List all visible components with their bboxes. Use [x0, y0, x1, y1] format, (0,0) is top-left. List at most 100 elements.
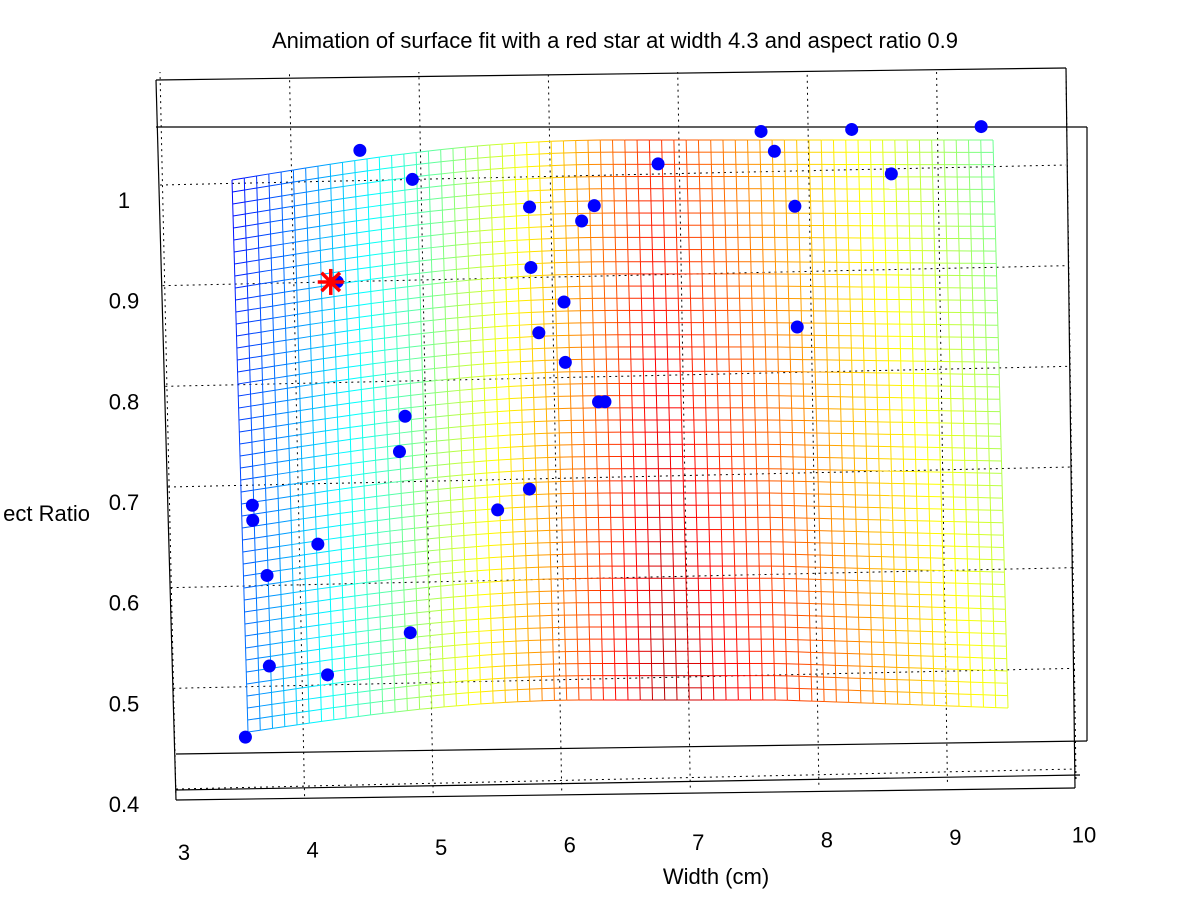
mesh-line — [329, 585, 343, 588]
mesh-line — [380, 614, 393, 618]
mesh-line — [492, 252, 506, 255]
mesh-line — [244, 199, 258, 203]
mesh-line — [460, 412, 473, 416]
mesh-line — [391, 577, 404, 580]
axis-line — [155, 79, 177, 801]
mesh-line — [391, 601, 405, 604]
mesh-line — [269, 195, 282, 199]
mesh-line — [403, 151, 417, 155]
mesh-line — [490, 179, 504, 182]
mesh-line — [265, 473, 278, 477]
mesh-line — [438, 499, 451, 502]
mesh-line — [403, 563, 416, 567]
mesh-line — [332, 657, 345, 661]
mesh-line — [372, 337, 385, 341]
mesh-line — [296, 275, 309, 279]
mesh-line — [309, 310, 323, 313]
mesh-line — [368, 652, 382, 656]
mesh-line — [379, 179, 393, 182]
mesh-line — [256, 595, 269, 599]
mesh-line — [233, 237, 247, 241]
mesh-line — [420, 295, 433, 298]
mesh-line — [236, 345, 250, 349]
mesh-line — [467, 218, 480, 221]
mesh-line — [479, 217, 492, 220]
mesh-line — [247, 729, 261, 733]
mesh-line — [423, 416, 436, 419]
mesh-line — [439, 548, 452, 551]
mesh-line — [244, 621, 258, 625]
mesh-line — [387, 432, 400, 436]
mesh-line — [335, 354, 349, 358]
mesh-line — [488, 520, 501, 522]
mesh-line — [446, 365, 460, 368]
mesh-line — [307, 672, 321, 676]
mesh-line — [358, 278, 371, 282]
mesh-line — [489, 580, 503, 583]
mesh-line — [342, 583, 355, 587]
mesh-line — [235, 285, 248, 289]
mesh-line — [452, 559, 465, 562]
mesh-line — [237, 357, 250, 361]
mesh-line — [356, 218, 369, 222]
mesh-line — [378, 554, 391, 558]
mesh-line — [410, 405, 424, 408]
mesh-line — [375, 458, 388, 461]
mesh-line — [414, 538, 428, 541]
mesh-line — [534, 408, 547, 410]
mesh-line — [406, 248, 419, 252]
mesh-line — [540, 201, 553, 204]
mesh-line — [517, 700, 530, 703]
mesh-line — [370, 265, 383, 268]
mesh-line — [282, 229, 296, 233]
mesh-line — [380, 191, 393, 194]
mesh-line — [323, 368, 337, 372]
mesh-line — [423, 428, 437, 431]
mesh-line — [423, 404, 436, 407]
mesh-line — [246, 271, 260, 275]
mesh-line — [429, 633, 443, 637]
mesh-line — [475, 508, 488, 511]
mesh-line — [327, 512, 341, 516]
mesh-line — [340, 535, 354, 538]
mesh-line — [362, 435, 375, 439]
mesh-line — [263, 425, 277, 429]
mesh-line — [525, 554, 539, 557]
mesh-line — [279, 544, 292, 547]
mesh-line — [318, 175, 331, 179]
mesh-line — [240, 465, 253, 469]
mesh-line — [317, 163, 331, 167]
mesh-line — [249, 343, 262, 347]
mesh-line — [374, 422, 387, 425]
mesh-line — [445, 305, 458, 308]
mesh-line — [412, 441, 425, 445]
mesh-line — [247, 295, 261, 299]
mesh-line — [436, 439, 449, 442]
mesh-line — [515, 640, 529, 642]
mesh-line — [259, 691, 272, 695]
mesh-line — [454, 655, 468, 658]
mesh-line — [282, 217, 295, 221]
mesh-line — [471, 387, 485, 390]
mesh-line — [417, 635, 430, 638]
mesh-line — [299, 372, 312, 375]
mesh-line — [438, 511, 451, 515]
mesh-line — [263, 401, 276, 405]
mesh-line — [268, 605, 282, 609]
mesh-line — [443, 669, 456, 672]
mesh-line — [491, 216, 505, 219]
mesh-line — [281, 604, 294, 607]
mesh-line — [466, 630, 479, 633]
mesh-line — [379, 155, 392, 158]
mesh-line — [232, 189, 245, 193]
mesh-line — [271, 702, 285, 705]
mesh-line — [346, 316, 360, 320]
mesh-line — [473, 436, 486, 439]
mesh-line — [257, 643, 271, 647]
mesh-line — [369, 664, 382, 668]
mesh-line — [293, 590, 306, 594]
mesh-line — [284, 289, 297, 293]
mesh-line — [288, 446, 302, 449]
mesh-line — [440, 147, 453, 151]
mesh-line — [412, 465, 426, 469]
